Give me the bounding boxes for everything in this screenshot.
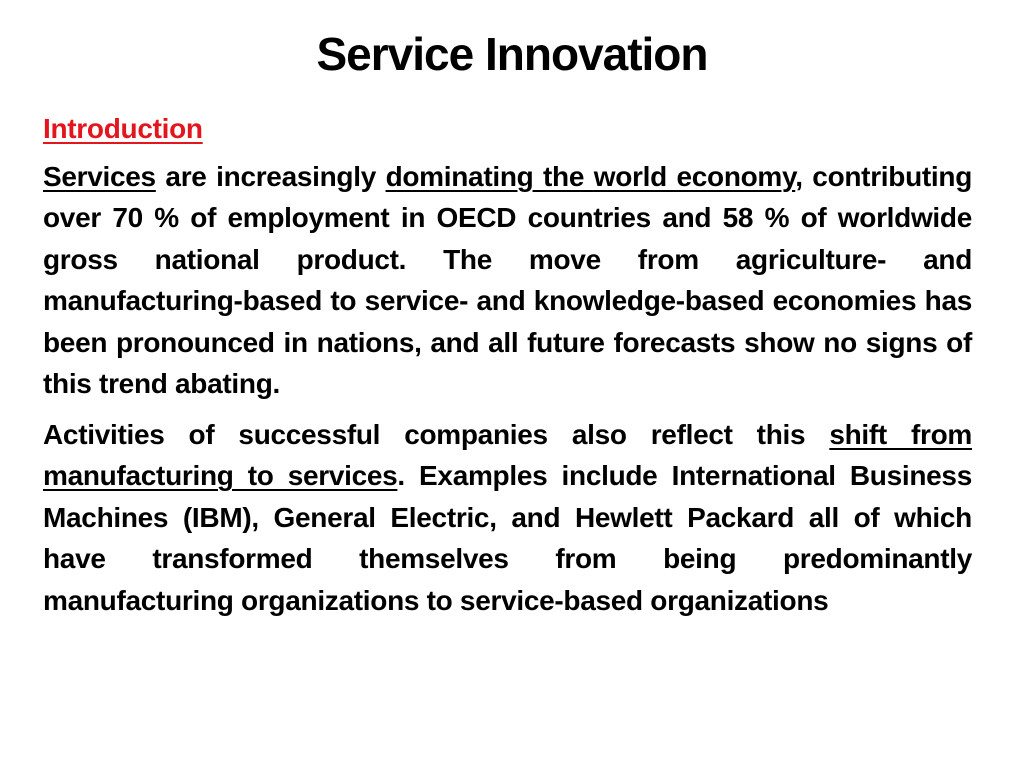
underlined-phrase-shift: shift from manufacturing to services xyxy=(43,418,972,492)
paragraph-text: are increasingly xyxy=(155,160,386,192)
slide-title: Service Innovation xyxy=(316,28,708,80)
section-heading-introduction: Introduction xyxy=(43,113,203,144)
underlined-phrase-dominating: dominating the world economy xyxy=(385,160,796,192)
underlined-term-services: Services xyxy=(43,160,156,192)
paragraph-text: Activities of successful companies also … xyxy=(43,418,830,450)
paragraph-services: Services are increasingly dominating the… xyxy=(43,156,972,405)
slide-content: Introduction Services are increasingly d… xyxy=(43,108,972,630)
paragraph-text: , contributing over 70 % of employment i… xyxy=(43,160,973,400)
paragraph-activities: Activities of successful companies also … xyxy=(43,414,972,622)
paragraph-text: . Examples include International Busines… xyxy=(43,460,972,616)
